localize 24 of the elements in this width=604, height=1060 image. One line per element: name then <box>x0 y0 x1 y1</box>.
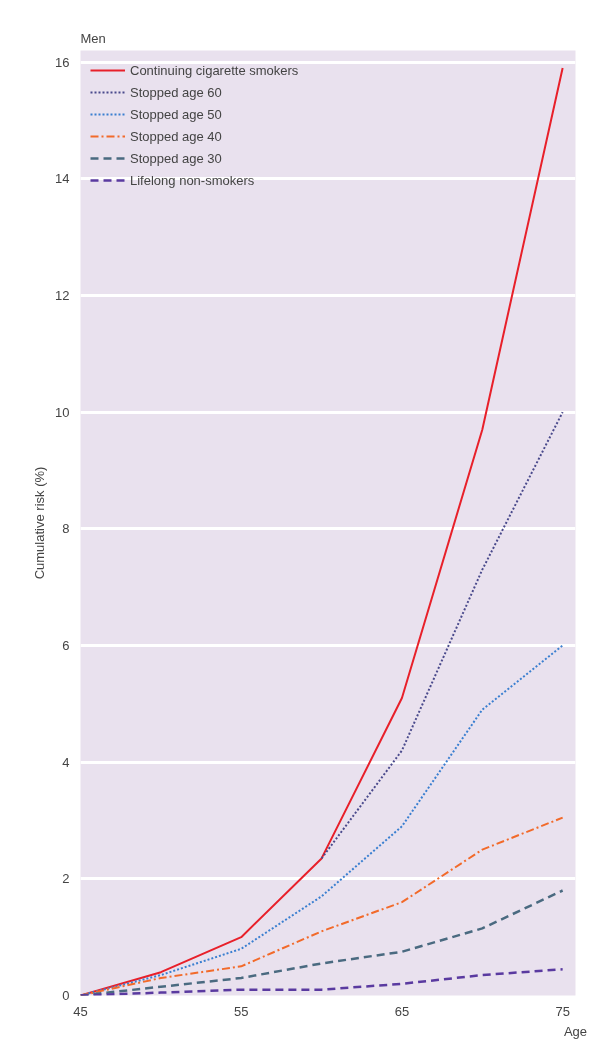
legend-label: Stopped age 60 <box>130 84 222 100</box>
chart-title: Men <box>80 30 106 46</box>
y-tick-label: 16 <box>55 54 70 70</box>
legend-label: Continuing cigarette smokers <box>130 62 299 78</box>
x-tick-label: 65 <box>394 1003 410 1019</box>
y-tick-label: 0 <box>62 988 70 1003</box>
x-tick-label: 55 <box>233 1003 249 1019</box>
legend-label: Stopped age 50 <box>130 106 222 122</box>
line-series <box>320 411 564 860</box>
x-axis-title: Age <box>563 1023 588 1039</box>
y-tick-label: 10 <box>55 404 70 420</box>
x-tick-label: 45 <box>73 1003 88 1019</box>
y-tick-label: 2 <box>62 871 70 887</box>
y-tick-label: 14 <box>55 171 70 187</box>
legend-label: Lifelong non-smokers <box>130 172 255 188</box>
y-tick-label: 12 <box>55 288 70 303</box>
y-tick-label: 4 <box>62 754 70 770</box>
y-tick-label: 6 <box>62 638 70 653</box>
legend-label: Stopped age 30 <box>130 150 222 166</box>
line-series <box>80 968 564 996</box>
y-tick-label: 8 <box>62 521 70 537</box>
legend-label: Stopped age 40 <box>130 128 222 144</box>
y-axis-title: Cumulative risk (%) <box>32 466 48 580</box>
x-tick-label: 75 <box>555 1003 570 1019</box>
